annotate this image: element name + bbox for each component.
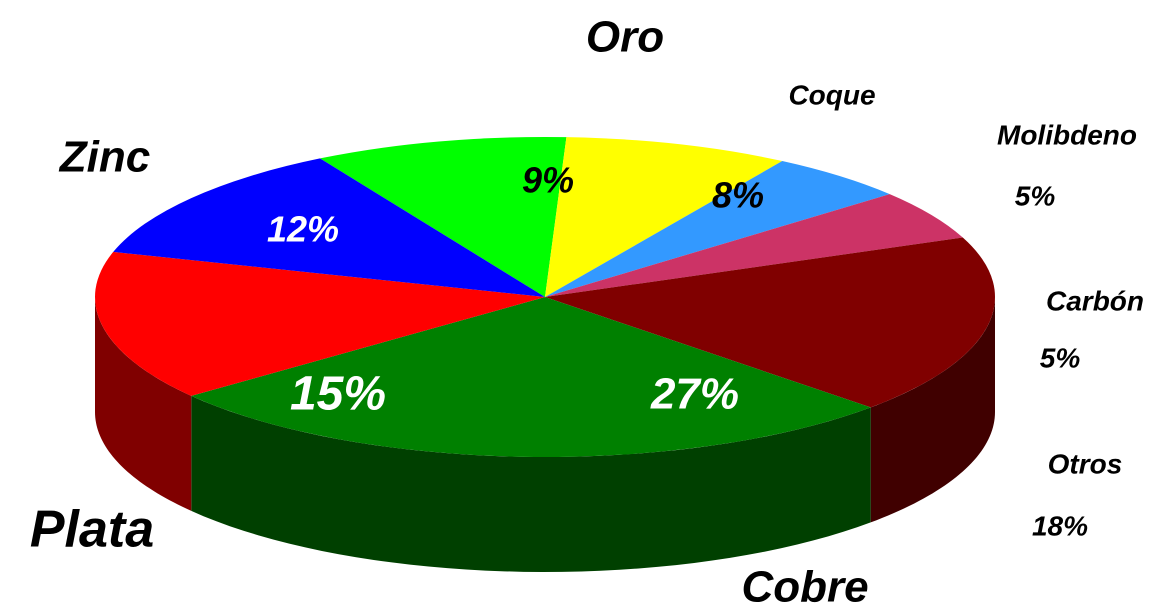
category-label: Coque bbox=[788, 79, 875, 110]
pie-slice bbox=[545, 161, 890, 297]
pie-slice bbox=[545, 194, 963, 297]
category-label: Cobre bbox=[741, 563, 868, 611]
pie-slice bbox=[94, 251, 545, 396]
category-label: Carbón bbox=[1046, 285, 1144, 316]
pie-slice bbox=[191, 297, 871, 457]
value-label: 15% bbox=[290, 368, 386, 421]
value-label: 5% bbox=[1015, 180, 1056, 211]
value-label: 9% bbox=[522, 160, 574, 201]
category-label: Zinc bbox=[58, 133, 150, 182]
category-label: Otros bbox=[1048, 448, 1123, 479]
category-label: Molibdeno bbox=[997, 119, 1137, 150]
pie-slice bbox=[113, 158, 546, 297]
value-label: 8% bbox=[712, 175, 764, 216]
pie-slice bbox=[320, 137, 567, 297]
pie-slice bbox=[545, 137, 783, 297]
category-label: Oro bbox=[586, 13, 664, 62]
category-label: Plata bbox=[30, 501, 154, 559]
pie-side bbox=[870, 297, 995, 523]
value-label: 18% bbox=[1032, 510, 1088, 541]
value-label: 12% bbox=[267, 209, 339, 250]
pie-side bbox=[191, 395, 871, 572]
pie-slice bbox=[545, 237, 995, 408]
value-label: 27% bbox=[650, 370, 739, 419]
pie-side bbox=[95, 297, 192, 511]
value-label: 5% bbox=[1040, 342, 1081, 373]
